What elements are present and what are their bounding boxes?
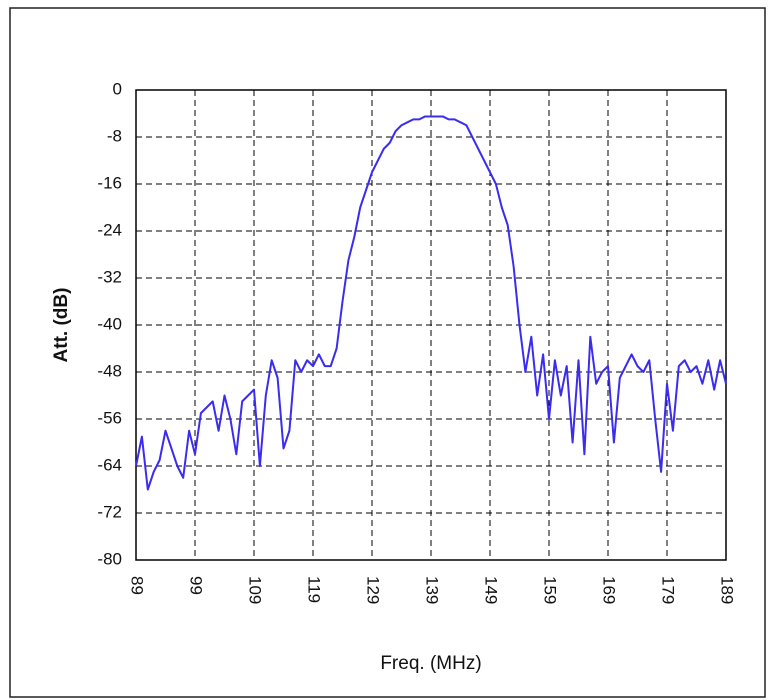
- frame: [9, 7, 766, 698]
- y-tick-label: -24: [97, 220, 122, 239]
- x-tick-label: 99: [187, 576, 206, 595]
- y-tick-label: -40: [97, 314, 122, 333]
- data-line: [135, 115, 727, 491]
- x-axis-label: Freq. (MHz): [380, 653, 481, 674]
- x-tick-label: 129: [364, 576, 383, 604]
- y-tick-label: -64: [97, 455, 122, 474]
- x-tick-label: 149: [482, 576, 501, 604]
- y-tick-label: -72: [97, 502, 122, 521]
- x-tick-label: 189: [718, 576, 737, 604]
- x-tick-label: 159: [541, 576, 560, 604]
- x-tick-label: 89: [128, 576, 147, 595]
- y-tick-label: -48: [97, 361, 122, 380]
- x-tick-label: 139: [423, 576, 442, 604]
- x-tick-label: 109: [246, 576, 265, 604]
- y-tick-label: -16: [97, 173, 122, 192]
- x-tick-label: 179: [659, 576, 678, 604]
- y-tick-label: 0: [113, 79, 122, 98]
- x-tick-label: 119: [305, 576, 324, 603]
- x-tick-label: 169: [600, 576, 619, 604]
- y-tick-label: -80: [97, 549, 122, 568]
- plot-area: [135, 89, 727, 561]
- y-tick-label: -8: [107, 126, 122, 145]
- y-tick-label: -56: [97, 408, 122, 427]
- y-tick-label: -32: [97, 267, 122, 286]
- y-axis-label: Att. (dB): [51, 288, 72, 363]
